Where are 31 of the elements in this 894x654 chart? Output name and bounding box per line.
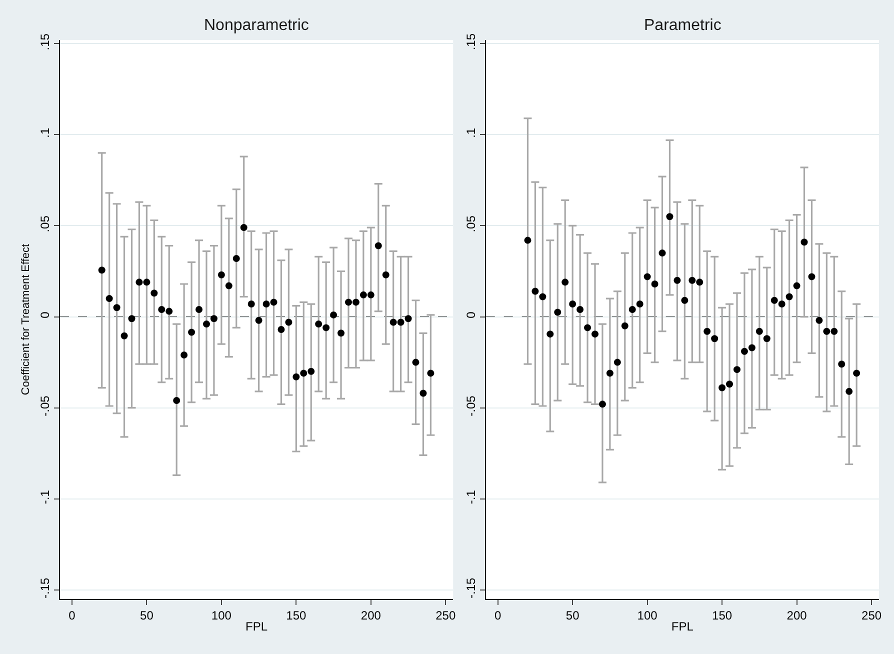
y-axis-title: Coefficient for Treatment Effect [20, 244, 32, 396]
y-tick-label: .15 [38, 33, 52, 50]
y-tick-label: -.1 [464, 490, 478, 504]
y-tick-label: .1 [38, 128, 52, 138]
x-tick-label: 200 [786, 608, 808, 622]
x-tick-label: 250 [862, 608, 882, 622]
y-tick-label: -.1 [38, 490, 52, 504]
y-tick-label: -.05 [38, 395, 52, 416]
x-axis-title: FPL [246, 619, 268, 634]
x-tick-label: 100 [211, 608, 232, 622]
x-tick-label: 50 [140, 608, 154, 622]
y-tick-label: .05 [464, 215, 478, 232]
y-tick-label: .1 [464, 128, 478, 138]
chart-title: Parametric [644, 17, 722, 34]
y-tick-label: 0 [38, 311, 52, 318]
x-tick-label: 100 [637, 608, 658, 622]
y-tick-label: -.15 [38, 577, 52, 598]
y-tick-label: -.15 [464, 577, 478, 598]
y-tick-label: -.05 [464, 395, 478, 416]
x-tick-label: 0 [68, 608, 76, 622]
y-tick-label: .15 [464, 33, 478, 50]
y-tick-label: 0 [464, 311, 478, 318]
y-tick-label: .05 [38, 215, 52, 232]
x-tick-label: 200 [360, 608, 382, 622]
x-tick-label: 0 [494, 608, 502, 622]
x-tick-label: 50 [566, 608, 580, 622]
chart-title: Nonparametric [204, 17, 309, 34]
x-axis-title: FPL [671, 619, 694, 634]
x-tick-label: 250 [436, 608, 456, 622]
x-tick-label: 150 [286, 608, 306, 622]
x-tick-label: 150 [712, 608, 732, 622]
